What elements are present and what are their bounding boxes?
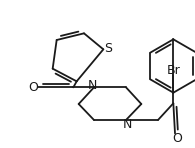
Text: N: N	[88, 79, 97, 92]
Text: N: N	[123, 118, 132, 131]
Text: Br: Br	[167, 64, 180, 77]
Text: O: O	[28, 81, 38, 94]
Text: S: S	[104, 41, 112, 54]
Text: O: O	[173, 132, 183, 144]
